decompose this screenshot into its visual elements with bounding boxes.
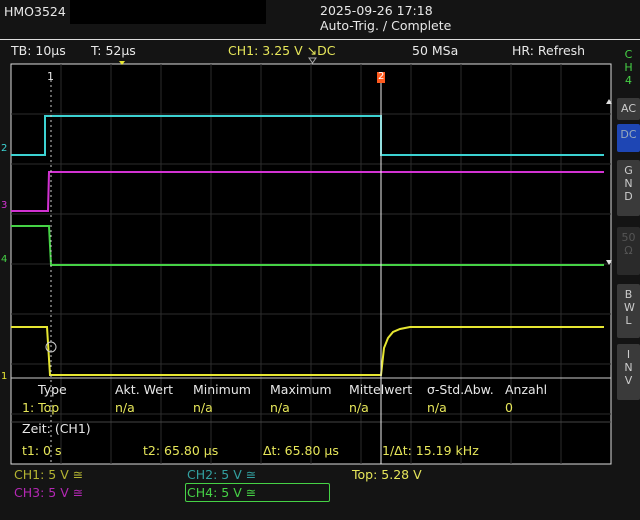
measurement-header: Akt. Wert [115,382,173,397]
trigger-setting[interactable]: CH1: 3.25 V ↘DC [228,43,336,58]
invert-button[interactable]: INV [617,344,640,400]
button-label: 50Ω [621,231,636,257]
ch1-scale[interactable]: CH1: 5 V ≅ [14,467,84,482]
button-label: AC [620,102,636,115]
measurement-cell: n/a [270,400,290,415]
measurement-cell: n/a [193,400,213,415]
cursor-2-label: 2 [378,71,385,82]
bandwidth-limit-button[interactable]: BWL [617,284,640,338]
ch4-trace [11,225,604,266]
measurement-cell: 0 [505,400,513,415]
measurement-header: Minimum [193,382,251,397]
ch3-level-marker[interactable]: 3 [1,200,8,211]
ch3-scale[interactable]: CH3: 5 V ≅ [14,485,84,500]
measurement-header: Type [38,382,67,397]
cursor-t1: t1: 0 s [22,443,62,458]
cursor-2-flag[interactable] [377,72,385,83]
ch1-level-marker[interactable]: 1 [1,371,8,382]
coupling-button-ac[interactable]: AC [617,98,640,120]
coupling-button-gnd[interactable]: GND [617,160,640,216]
cursor-1-label: 1 [47,70,54,83]
ch2-level-marker[interactable]: 2 [1,143,8,154]
datetime: 2025-09-26 17:18 [320,3,433,18]
cursor-title: Zeit: (CH1) [22,421,91,436]
measurement-cell: n/a [115,400,135,415]
top-measurement-result: Top: 5.28 V [352,467,422,482]
measurement-header: σ-Std.Abw. [427,382,494,397]
coupling-button-dc[interactable]: DC [617,124,640,152]
ch4-level-marker[interactable]: 4 [1,254,8,265]
acquisition-mode[interactable]: HR: Refresh [512,43,586,58]
measurement-cell: 1: Top [22,400,60,415]
button-label: DC [620,128,637,141]
measurement-cell: n/a [349,400,369,415]
cursor-t2: t2: 65.80 µs [143,443,219,458]
ch4-scale[interactable]: CH4: 5 V ≅ [185,483,330,502]
measurement-header: Maximum [270,382,332,397]
acquisition-status: Auto-Trig. / Complete [320,18,452,33]
button-label: INV [624,348,633,387]
sample-rate: 50 MSa [412,43,459,58]
cursor-delta-t: Δt: 65.80 µs [263,443,339,458]
model-label: HMO3524 [4,4,66,19]
cursor-inverse-delta-t: 1/Δt: 15.19 kHz [382,443,479,458]
crosshair-icon [45,341,57,353]
measurement-header: Mittelwert [349,382,413,397]
redacted-box [70,0,266,24]
ch2-scale[interactable]: CH2: 5 V ≅ [187,467,257,482]
header-divider [0,39,640,40]
timebase[interactable]: TB: 10µs [11,43,66,58]
trigger-center-marker [308,57,317,64]
measurement-header: Anzahl [505,382,548,397]
trigger-time-marker [119,61,125,65]
ch3-trace [11,171,604,212]
trigger-position[interactable]: T: 52µs [91,43,136,58]
ch2-trace [11,115,604,156]
button-label: GND [624,164,633,203]
termination-button-50ohm[interactable]: 50Ω [617,227,640,275]
measurement-cell: n/a [427,400,447,415]
button-label: BWL [624,288,635,327]
side-menu-title: CH4 [624,48,633,87]
